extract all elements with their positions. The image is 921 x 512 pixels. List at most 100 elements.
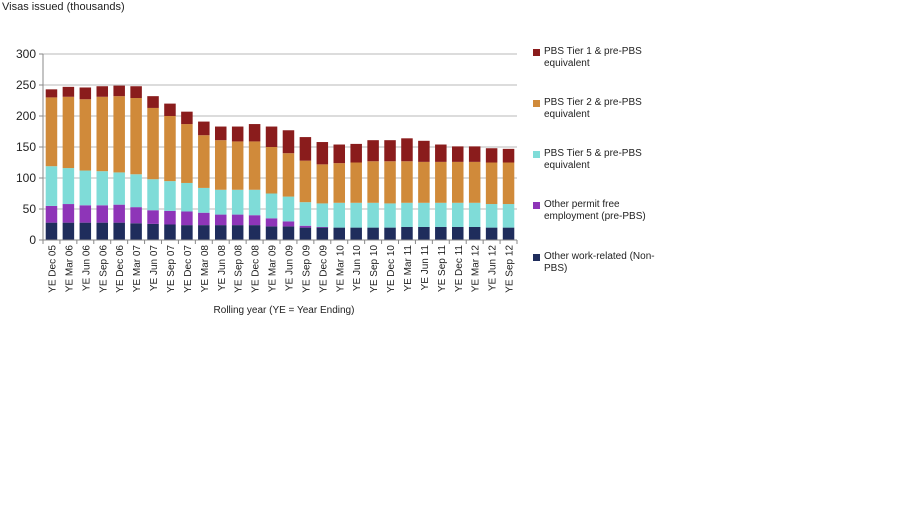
legend-item: PBS Tier 2 & pre-PBS equivalent — [533, 97, 669, 121]
x-tick-label: YE Dec 05 — [47, 245, 58, 293]
bar-segment — [265, 147, 278, 194]
bar-segment — [214, 225, 227, 240]
bar-segment — [299, 160, 312, 203]
bar-segment — [147, 96, 159, 108]
bar-segment — [181, 124, 193, 183]
bar-segment — [164, 181, 176, 211]
bar-segment — [333, 163, 346, 203]
bar-segment — [248, 189, 261, 216]
bars — [45, 85, 515, 240]
x-tick-label: YE Jun 07 — [149, 245, 160, 292]
bar-segment — [164, 224, 176, 240]
bar-segment — [96, 205, 109, 223]
bar-segment — [265, 218, 278, 227]
bar-segment — [96, 222, 109, 240]
bar-segment — [62, 204, 75, 223]
x-tick-label: YE Dec 06 — [115, 245, 126, 293]
bar-segment — [384, 203, 396, 228]
bar-segment — [198, 225, 210, 240]
x-tick-label: YE Jun 11 — [420, 245, 431, 291]
bar-segment — [248, 141, 261, 190]
bar-segment — [468, 161, 481, 203]
bar-segment — [214, 126, 227, 141]
bar-segment — [282, 196, 295, 222]
bar-segment — [164, 210, 176, 225]
bar-segment — [113, 172, 125, 205]
bar-segment — [384, 140, 396, 162]
bar-segment — [113, 85, 125, 97]
bar-segment — [181, 225, 193, 240]
x-tick-label: YE Sep 09 — [301, 245, 312, 293]
x-tick-label: YE Dec 08 — [251, 245, 262, 293]
bar-segment — [248, 225, 261, 240]
bar-segment — [231, 189, 244, 215]
bar-segment — [451, 146, 464, 162]
bar-segment — [485, 148, 498, 163]
bar-segment — [113, 204, 125, 223]
bar-segment — [130, 207, 142, 224]
legend-swatch — [533, 49, 540, 56]
bar-segment — [62, 96, 75, 169]
bar-segment — [45, 166, 58, 206]
x-tick-label: YE Sep 11 — [437, 245, 448, 293]
bar-segment — [147, 179, 159, 211]
bar-segment — [299, 202, 312, 226]
bar-segment — [502, 148, 515, 163]
bar-segment — [451, 202, 464, 227]
legend-label: PBS Tier 1 & pre-PBS equivalent — [544, 46, 642, 69]
legend-item: PBS Tier 1 & pre-PBS equivalent — [533, 46, 669, 70]
x-tick-label: YE Mar 08 — [200, 245, 211, 293]
x-tick-label: YE Sep 08 — [234, 245, 245, 293]
bar-segment — [45, 205, 58, 223]
bar-segment — [367, 161, 379, 203]
bar-segment — [198, 212, 210, 226]
bar-segment — [96, 171, 109, 206]
legend-item: PBS Tier 5 & pre-PBS equivalent — [533, 148, 669, 172]
bar-segment — [384, 227, 396, 240]
bar-segment — [45, 97, 58, 167]
bar-segment — [181, 182, 193, 212]
bar-segment — [265, 226, 278, 240]
legend-label: PBS Tier 5 & pre-PBS equivalent — [544, 148, 642, 171]
bar-segment — [435, 202, 447, 227]
x-tick-label: YE Sep 12 — [505, 245, 516, 293]
bar-segment — [451, 161, 464, 203]
x-tick-label: YE Jun 10 — [352, 245, 363, 292]
bar-segment — [299, 137, 312, 161]
bar-segment — [367, 227, 379, 240]
y-tick-label: 100 — [16, 171, 36, 185]
x-tick-label: YE Dec 11 — [454, 245, 465, 292]
bar-segment — [316, 203, 329, 227]
bar-segment — [113, 222, 125, 240]
y-tick-label: 200 — [16, 109, 36, 123]
bar-segment — [231, 141, 244, 190]
bar-segment — [181, 211, 193, 226]
bar-segment — [265, 126, 278, 147]
x-tick-label: YE Jun 12 — [488, 245, 499, 292]
y-tick-label: 0 — [29, 233, 36, 247]
x-tick-label: YE Mar 11 — [403, 245, 414, 292]
bar-segment — [468, 146, 481, 162]
x-tick-label: YE Jun 08 — [217, 245, 228, 292]
x-tick-label: YE Dec 10 — [386, 245, 397, 293]
bar-segment — [468, 202, 481, 227]
bar-segment — [299, 227, 312, 240]
bar-segment — [282, 153, 295, 197]
bar-segment — [62, 86, 75, 97]
x-tick-label: YE Mar 12 — [471, 245, 482, 293]
bar-segment — [265, 193, 278, 219]
bar-segment — [130, 98, 142, 175]
bar-segment — [333, 227, 346, 240]
legend-item: Other permit free employment (pre-PBS) — [533, 199, 669, 223]
bar-segment — [418, 161, 430, 203]
y-axis-title: Visas issued (thousands) — [2, 1, 125, 13]
x-tick-label: YE Sep 10 — [369, 245, 380, 293]
bar-segment — [418, 226, 430, 240]
bar-segment — [468, 226, 481, 240]
bar-segment — [181, 111, 193, 125]
legend-label: Other permit free employment (pre-PBS) — [544, 199, 646, 222]
y-tick-labels: 0 50 100 150 200 250 300 — [16, 47, 36, 247]
bar-segment — [147, 210, 159, 224]
bar-segment — [316, 164, 329, 204]
